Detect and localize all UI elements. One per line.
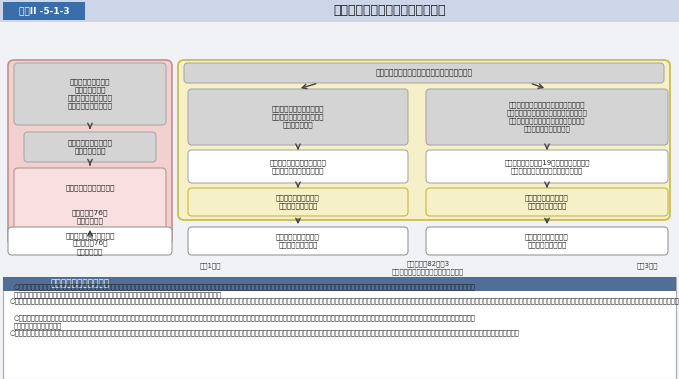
FancyBboxPatch shape: [8, 60, 172, 245]
FancyBboxPatch shape: [184, 63, 664, 83]
Text: 弾道ミサイルなどがわが国に飛来するお
それがあるとまでは認められないものの、
事態が急変し内閣総理大臣の承認を得る
いとまがない緊急の場合: 弾道ミサイルなどがわが国に飛来するお それがあるとまでは認められないものの、 事…: [507, 102, 587, 133]
FancyBboxPatch shape: [426, 89, 668, 145]
FancyBboxPatch shape: [426, 188, 668, 216]
Text: 防衛大臣の命令に従い
自衛隊の部隊が対処: 防衛大臣の命令に従い 自衛隊の部隊が対処: [525, 233, 569, 248]
FancyBboxPatch shape: [188, 89, 408, 145]
FancyBboxPatch shape: [24, 132, 156, 162]
Text: めの措置、外交面での活動、関係部局の情報収集や緊急時に備えた態勢強化など、政府全体での対応が必要である。: めの措置、外交面での活動、関係部局の情報収集や緊急時に備えた態勢強化など、政府全…: [14, 291, 222, 298]
FancyBboxPatch shape: [188, 188, 408, 216]
Text: 防衛大臣の命令に従い
自衛隊の部隊が対処: 防衛大臣の命令に従い 自衛隊の部隊が対処: [525, 195, 569, 209]
FancyBboxPatch shape: [8, 227, 172, 255]
FancyBboxPatch shape: [426, 150, 668, 183]
Text: 自衛隊法第82条の3
（弾道ミサイル等に対する破壊措置）: 自衛隊法第82条の3 （弾道ミサイル等に対する破壊措置）: [392, 261, 464, 276]
Text: 図表II -5-1-3: 図表II -5-1-3: [19, 6, 69, 16]
Text: 武力攻撃事態を認定し
防衛出動を下令: 武力攻撃事態を認定し 防衛出動を下令: [67, 139, 113, 154]
FancyBboxPatch shape: [14, 168, 166, 240]
Text: 防衛出動の枠組みで対処: 防衛出動の枠組みで対処: [65, 232, 115, 239]
Text: 武力攻撃にあたると
認められる場合
（攻撃の意図の明示、
ミサイル発射の切迫）: 武力攻撃にあたると 認められる場合 （攻撃の意図の明示、 ミサイル発射の切迫）: [67, 78, 113, 110]
FancyBboxPatch shape: [178, 60, 670, 220]
Bar: [3, 277, 676, 379]
Text: ○　弾道ミサイルなどへの対処にあたっては、飛来のおそれの有無について、具体的な状況や国際情勢などを総合的に分析・評価したうえでの、政府としての判断が必要である。: ○ 弾道ミサイルなどへの対処にあたっては、飛来のおそれの有無について、具体的な状…: [10, 297, 679, 304]
Text: 緊急対処要領（平成19年閣議決定）に従い
あらかじめ防衛大臣が破壊措置を命令: 緊急対処要領（平成19年閣議決定）に従い あらかじめ防衛大臣が破壊措置を命令: [504, 159, 590, 174]
FancyBboxPatch shape: [426, 227, 668, 255]
Bar: [0, 0, 679, 22]
Text: 防衛大臣の命令に従い
自衛隊の部隊が対処: 防衛大臣の命令に従い 自衛隊の部隊が対処: [276, 195, 320, 209]
FancyBboxPatch shape: [188, 150, 408, 183]
Text: 自衛隊法第76条
（防衛出動）: 自衛隊法第76条 （防衛出動）: [72, 240, 108, 255]
Text: 弾道ミサイルなどへの対処の流れ: 弾道ミサイルなどへの対処の流れ: [334, 5, 446, 17]
Text: ○　このような事柄の重要性および政府全体としての対応の必要性にかんがみ、内閣総理大臣の承認（閣議決定）と防衛大臣の命令を要件とし、内閣及び防衛大臣がその責任を十: ○ このような事柄の重要性および政府全体としての対応の必要性にかんがみ、内閣総理…: [14, 314, 476, 321]
Text: 防衛出動の枠組みで対処: 防衛出動の枠組みで対処: [65, 185, 115, 191]
Text: 弾道ミサイルなどがわが国
に飛来するおそれがあると
認められる場合: 弾道ミサイルなどがわが国 に飛来するおそれがあると 認められる場合: [272, 106, 325, 128]
Text: （第1項）: （第1項）: [200, 263, 221, 269]
Bar: [3, 277, 676, 291]
Text: 武力攻撃にあたると認めることができない場合: 武力攻撃にあたると認めることができない場合: [375, 69, 473, 77]
FancyBboxPatch shape: [188, 227, 408, 255]
Text: 自衛隊法第76条
（防衛出動）: 自衛隊法第76条 （防衛出動）: [72, 210, 108, 224]
Text: 防衛大臣の命令に従い
自衛隊の部隊が対処: 防衛大臣の命令に従い 自衛隊の部隊が対処: [276, 233, 320, 248]
Text: ついても明確にしている。: ついても明確にしている。: [14, 323, 62, 329]
Text: 文民統制の確保の考え方: 文民統制の確保の考え方: [50, 279, 109, 288]
Text: 内閣総理大臣の承認を得て、
防衛大臣が破壊措置を命令: 内閣総理大臣の承認を得て、 防衛大臣が破壊措置を命令: [270, 159, 327, 174]
Text: （第3項）: （第3項）: [636, 263, 658, 269]
Text: ○　弾道ミサイルなどへの対処にあたっては、飛来のおそれの有無について、具体的な状況や国際情勢などを総合的に分析・評価したうえでの、政府としての判断が必要である。: ○ 弾道ミサイルなどへの対処にあたっては、飛来のおそれの有無について、具体的な状…: [14, 283, 476, 290]
FancyBboxPatch shape: [14, 63, 166, 125]
Bar: [3, 2, 85, 20]
Text: ○　このような事柄の重要性および政府全体としての対応の必要性にかんがみ、内閣総理大臣の承認（閣議決定）と防衛大臣の命令を要件とし、内閣及び防衛大臣がその責任を十: ○ このような事柄の重要性および政府全体としての対応の必要性にかんがみ、内閣総理…: [10, 329, 519, 336]
